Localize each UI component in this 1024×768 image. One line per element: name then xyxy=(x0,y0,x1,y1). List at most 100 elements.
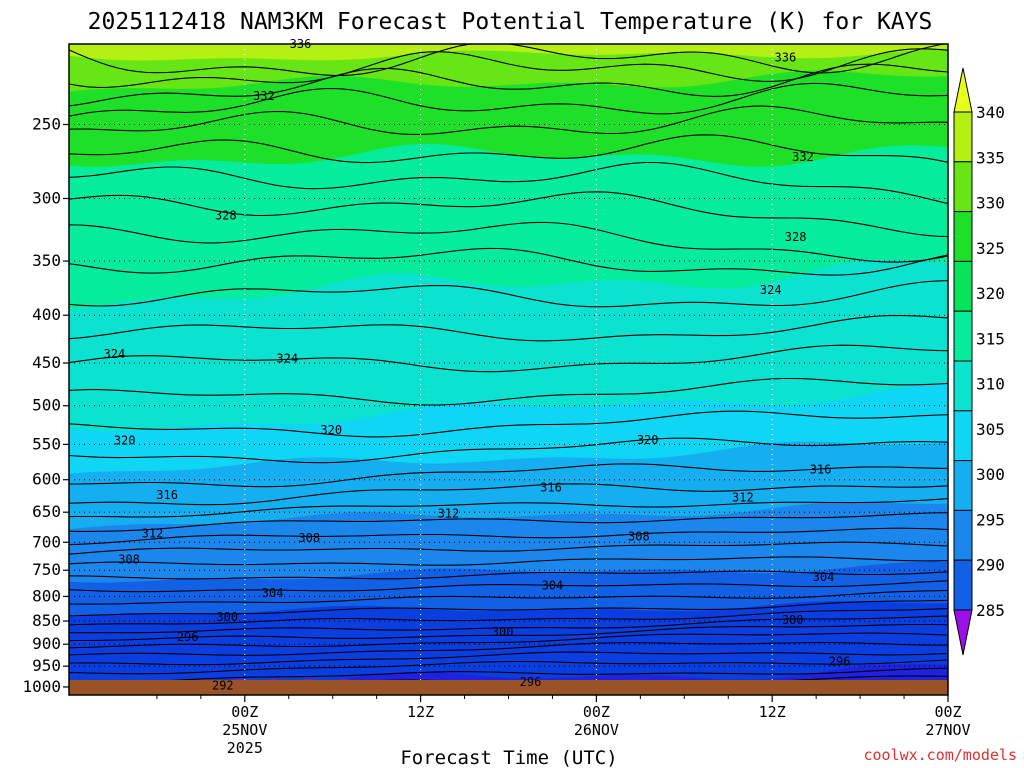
isentrope-line xyxy=(69,599,948,617)
credit-text: coolwx.com/models xyxy=(863,746,1017,764)
contour-label: 328 xyxy=(785,230,807,244)
contour-label: 324 xyxy=(276,351,298,365)
isentrope-line xyxy=(69,437,948,464)
y-tick-label: 350 xyxy=(32,251,61,270)
contour-label: 312 xyxy=(438,506,460,520)
isentrope-line xyxy=(69,44,948,76)
y-tick-label: 650 xyxy=(32,502,61,521)
contour-label: 296 xyxy=(829,654,851,668)
colorbar-label: 300 xyxy=(976,465,1005,484)
colorbar-label: 340 xyxy=(976,103,1005,122)
colorbar-label: 320 xyxy=(976,284,1005,303)
x-tick-date: 26NOV xyxy=(574,721,619,739)
isentrope-line xyxy=(69,191,948,238)
colorbar-segment xyxy=(953,260,973,312)
isentrope-line xyxy=(69,512,948,532)
contour-label: 300 xyxy=(782,613,804,627)
isentrope-line xyxy=(69,667,948,684)
y-tick-label: 850 xyxy=(32,611,61,630)
contour-label: 332 xyxy=(792,150,814,164)
y-tick-label: 400 xyxy=(32,305,61,324)
colorbar-extend-top xyxy=(953,67,973,113)
colorbar-label: 335 xyxy=(976,148,1005,167)
colorbar-label: 310 xyxy=(976,375,1005,394)
colorbar-label: 315 xyxy=(976,329,1005,348)
contour-label: 292 xyxy=(212,679,234,693)
isentrope-line xyxy=(69,344,948,373)
isentrope-line xyxy=(69,589,948,605)
colorbar-segment xyxy=(953,460,973,511)
isentrope-line xyxy=(69,314,948,342)
y-tick-label: 450 xyxy=(32,353,61,372)
isentrope-line xyxy=(69,651,948,666)
ground-surface xyxy=(69,680,948,695)
contour-label: 296 xyxy=(520,675,542,689)
chart-title: 2025112418 NAM3KM Forecast Potential Tem… xyxy=(88,9,933,35)
isentrope-line xyxy=(69,632,948,649)
isentrope-line xyxy=(69,48,948,88)
contour-label: 308 xyxy=(118,552,140,566)
y-tick-label: 800 xyxy=(32,586,61,605)
x-tick-label: 00Z xyxy=(231,703,258,721)
contour-label: 312 xyxy=(142,526,164,540)
isentrope-line xyxy=(69,527,948,546)
y-tick-label: 750 xyxy=(32,560,61,579)
isentrope-line xyxy=(69,541,948,555)
y-tick-label: 700 xyxy=(32,532,61,551)
contour-label: 308 xyxy=(628,529,650,543)
isentrope-line xyxy=(69,410,948,438)
colorbar-extend-bottom xyxy=(953,609,973,656)
colorbar-segment xyxy=(953,360,973,412)
y-tick-label: 600 xyxy=(32,470,61,489)
colorbar-segment xyxy=(953,310,973,362)
y-tick-label: 250 xyxy=(32,115,61,134)
contour-label: 320 xyxy=(637,433,659,447)
x-tick-year: 2025 xyxy=(227,739,263,757)
contour-label: 320 xyxy=(320,423,342,437)
y-tick-label: 300 xyxy=(32,188,61,207)
y-tick-label: 500 xyxy=(32,396,61,415)
contour-label: 308 xyxy=(298,531,320,545)
colorbar-segment xyxy=(953,111,973,163)
contour-label: 296 xyxy=(177,630,199,644)
contour-label: 304 xyxy=(542,579,564,593)
contour-label: 336 xyxy=(775,51,797,65)
isentrope-line xyxy=(69,615,948,634)
x-tick-date: 27NOV xyxy=(925,721,970,739)
x-tick-label: 00Z xyxy=(583,703,610,721)
colorbar-label: 285 xyxy=(976,601,1005,620)
isentrope-line xyxy=(69,82,948,117)
isentrope-line xyxy=(69,642,948,656)
x-tick-label: 12Z xyxy=(407,703,434,721)
isentrope-line xyxy=(69,556,948,566)
isentrope-line xyxy=(69,63,948,107)
contour-label: 328 xyxy=(215,209,237,223)
y-tick-label: 550 xyxy=(32,434,61,453)
colorbar-label: 325 xyxy=(976,239,1005,258)
isentrope-line xyxy=(69,570,948,580)
isentrope-line xyxy=(69,607,948,626)
contour-label: 312 xyxy=(732,491,754,505)
colorbar-label: 290 xyxy=(976,556,1005,575)
y-tick-label: 1000 xyxy=(22,677,61,696)
x-tick-date: 25NOV xyxy=(222,721,267,739)
x-tick-label: 12Z xyxy=(759,703,786,721)
isentrope-line xyxy=(69,580,948,593)
colorbar-segment xyxy=(953,410,973,462)
isentrope-line xyxy=(69,134,948,164)
colorbar-label: 295 xyxy=(976,510,1005,529)
isentrope-line xyxy=(69,377,948,406)
colorbar-segment xyxy=(953,211,973,262)
colorbar-segment xyxy=(953,559,973,611)
contour-label: 304 xyxy=(262,586,284,600)
isentrope-line xyxy=(69,105,948,135)
y-tick-label: 900 xyxy=(32,634,61,653)
y-tick-label: 950 xyxy=(32,656,61,675)
colorbar-segment xyxy=(953,161,973,213)
contour-label: 316 xyxy=(810,462,832,476)
contour-label: 300 xyxy=(216,610,238,624)
isentrope-line xyxy=(69,221,948,263)
isentrope-line xyxy=(69,483,948,506)
isentrope-line xyxy=(69,280,948,308)
